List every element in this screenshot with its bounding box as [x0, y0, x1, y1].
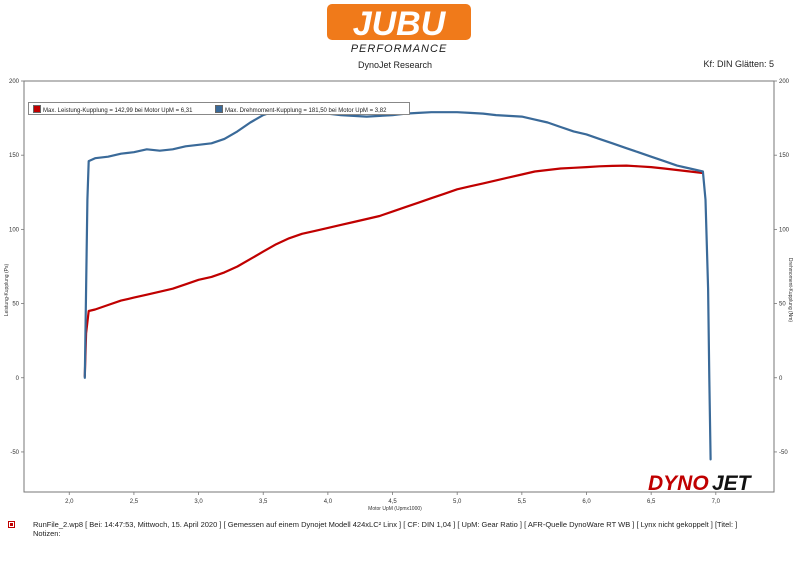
y-tick-label-right: 150: [779, 153, 790, 159]
legend-label-torque: Max. Drehmoment-Kupplung = 181,50 bei Mo…: [225, 108, 387, 114]
x-tick-label: 2,0: [65, 499, 74, 505]
dynojet-logo: DYNO JET: [648, 472, 753, 494]
x-tick-label: 5,0: [453, 499, 462, 505]
y-tick-label-left: -50: [10, 450, 19, 456]
logo-subtext: PERFORMANCE: [351, 43, 448, 54]
run-notes: Notizen:: [33, 529, 61, 538]
y-tick-label-right: 0: [779, 376, 783, 382]
y-tick-label-right: 100: [779, 227, 790, 233]
x-tick-label: 4,0: [324, 499, 333, 505]
dynojet-logo-jet: JET: [712, 472, 753, 494]
x-tick-label: 3,0: [194, 499, 203, 505]
x-tick-label: 2,5: [130, 499, 139, 505]
x-tick-label: 5,5: [518, 499, 527, 505]
y-tick-label-right: 200: [779, 79, 790, 85]
legend-item-power: Max. Leistung-Kupplung = 142,99 bei Moto…: [33, 105, 192, 114]
logo-text: JUBU: [353, 5, 447, 43]
x-tick-label: 6,5: [647, 499, 656, 505]
y-axis-label-right: Drehmoment-Kupplung (Nm): [787, 258, 793, 323]
legend-marker-power: [33, 105, 41, 113]
x-tick-label: 7,0: [712, 499, 721, 505]
y-axis-right: 200 150 100 50 0 -50: [774, 79, 790, 456]
chart-subtitle: DynoJet Research: [357, 60, 433, 70]
x-axis: 2,0 2,5 3,0 3,5 4,0 4,5 5,0 5,5 6,0 6,5 7,0: [65, 492, 721, 505]
y-tick-label-left: 100: [9, 227, 20, 233]
run-footer: RunFile_2.wp8 [ Bei: 14:47:53, Mittwoch,…: [8, 520, 788, 538]
legend-label-power: Max. Leistung-Kupplung = 142,99 bei Moto…: [43, 108, 193, 114]
x-tick-label: 3,5: [259, 499, 268, 505]
dynojet-logo-dyno: DYNO: [648, 472, 709, 494]
y-tick-label-left: 200: [9, 79, 20, 85]
jubu-logo: JUBU PERFORMANCE: [327, 4, 471, 54]
legend-item-torque: Max. Drehmoment-Kupplung = 181,50 bei Mo…: [215, 105, 386, 114]
y-axis-left: 200 150 100 50 0 -50: [9, 79, 24, 456]
smoothing-info: Kf: DIN Glätten: 5: [703, 59, 774, 69]
y-axis-label-left: Leistung-Kupplung (Ps): [4, 264, 10, 317]
x-tick-label: 4,5: [388, 499, 397, 505]
run-color-swatch: [8, 521, 15, 528]
y-tick-label-left: 50: [12, 302, 19, 308]
y-tick-label-right: 50: [779, 302, 786, 308]
x-tick-label: 6,0: [582, 499, 591, 505]
plot-area: [23, 80, 775, 493]
legend-marker-torque: [215, 105, 223, 113]
x-axis-label: Motor UpM (Upmx1000): [368, 506, 422, 512]
run-info: RunFile_2.wp8 [ Bei: 14:47:53, Mittwoch,…: [33, 520, 738, 529]
chart-legend: Max. Leistung-Kupplung = 142,99 bei Moto…: [28, 102, 410, 115]
series-line-power: [83, 164, 705, 378]
logo-badge: [327, 4, 471, 40]
y-tick-label-left: 0: [16, 376, 20, 382]
y-tick-label-right: -50: [779, 450, 788, 456]
y-tick-label-left: 150: [9, 153, 20, 159]
